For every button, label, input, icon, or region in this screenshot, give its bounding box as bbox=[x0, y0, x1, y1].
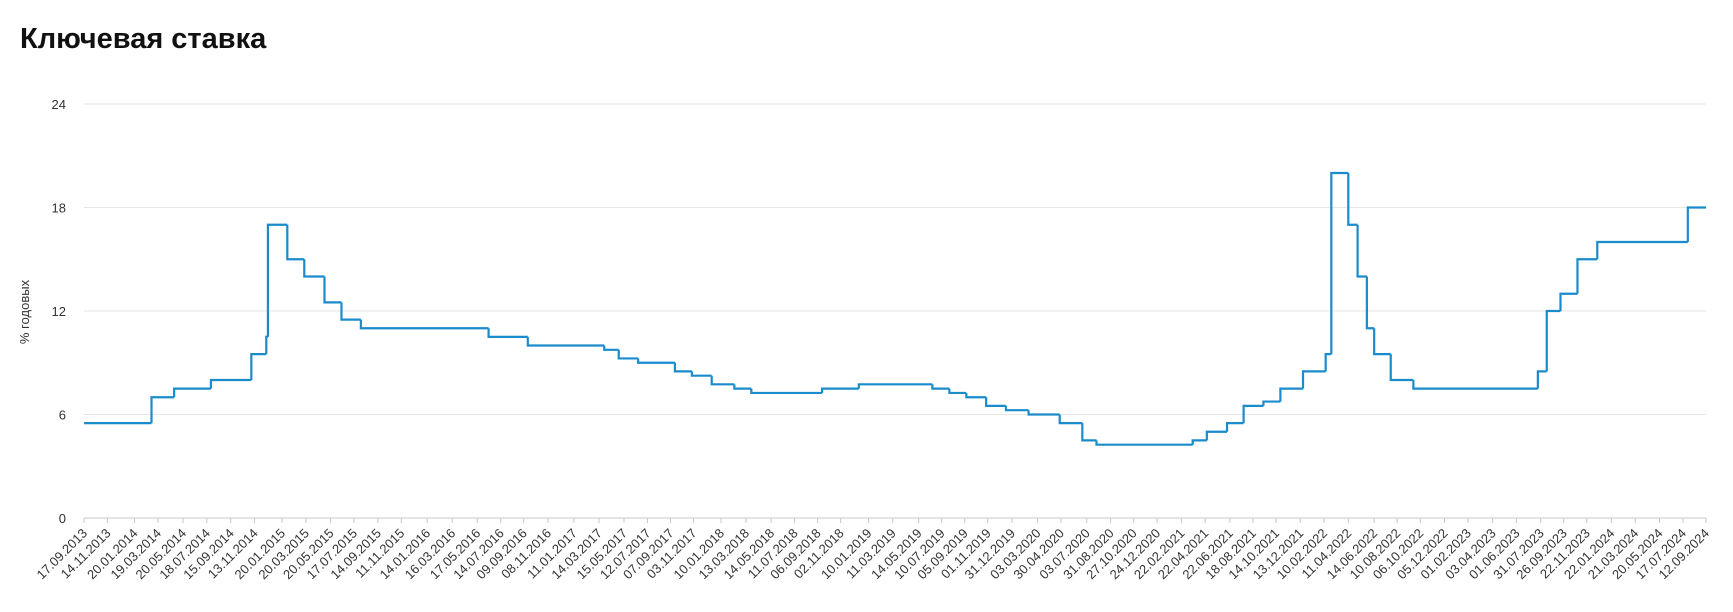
rate-step bbox=[1027, 410, 1060, 416]
rate-step bbox=[1058, 414, 1083, 425]
rate-step bbox=[359, 319, 489, 330]
rate-step bbox=[1347, 173, 1358, 226]
y-tick-label: 0 bbox=[59, 511, 66, 526]
rate-step bbox=[1596, 240, 1688, 260]
rate-step bbox=[985, 397, 1006, 407]
rate-step bbox=[1004, 405, 1029, 412]
rate-step bbox=[526, 336, 605, 347]
y-tick-label: 18 bbox=[52, 201, 66, 216]
rate-step bbox=[948, 388, 967, 395]
rate-step bbox=[1262, 400, 1281, 406]
rate-step bbox=[1301, 370, 1326, 389]
rate-step bbox=[266, 223, 288, 337]
rate-step bbox=[1279, 387, 1304, 402]
rate-step bbox=[690, 371, 712, 377]
rate-step bbox=[1536, 370, 1547, 389]
rate-step bbox=[1330, 171, 1349, 355]
rate-step bbox=[710, 375, 735, 386]
rate-step bbox=[173, 387, 211, 398]
rate-step bbox=[1324, 353, 1332, 372]
rate-step bbox=[265, 335, 268, 355]
rate-step bbox=[1412, 380, 1538, 390]
rate-step bbox=[487, 328, 528, 338]
y-tick-label: 24 bbox=[52, 97, 66, 112]
rate-step bbox=[1205, 430, 1228, 441]
rate-step bbox=[340, 302, 361, 321]
y-tick-label: 12 bbox=[52, 304, 66, 319]
rate-step bbox=[323, 276, 342, 304]
rate-step bbox=[1356, 224, 1367, 278]
rate-step bbox=[1081, 423, 1097, 442]
rate-step bbox=[820, 387, 859, 393]
rate-step bbox=[931, 384, 950, 390]
rate-step bbox=[1365, 276, 1375, 330]
rate-step bbox=[303, 259, 325, 278]
rate-step bbox=[286, 224, 305, 261]
y-axis-label: % годовых bbox=[17, 279, 32, 344]
rate-step bbox=[673, 362, 692, 373]
rate-step bbox=[1545, 309, 1561, 372]
rate-step bbox=[733, 384, 752, 390]
rate-step bbox=[1242, 404, 1264, 424]
rate-step bbox=[1559, 292, 1578, 311]
y-tick-label: 6 bbox=[59, 408, 66, 423]
rate-step bbox=[1373, 328, 1391, 356]
rate-step bbox=[1225, 422, 1244, 432]
rate-step bbox=[250, 353, 267, 380]
rate-step bbox=[857, 383, 933, 389]
rate-step bbox=[750, 388, 823, 395]
rate-step bbox=[617, 349, 639, 360]
chart-title: Ключевая ставка bbox=[20, 23, 267, 55]
rate-step bbox=[150, 396, 175, 424]
rate-step bbox=[1389, 354, 1414, 382]
rate-step bbox=[1095, 440, 1193, 446]
rate-step bbox=[1686, 206, 1706, 242]
rate-step bbox=[603, 345, 619, 351]
rate-step bbox=[209, 378, 252, 389]
rate-step bbox=[637, 358, 675, 364]
rate-step bbox=[1191, 439, 1207, 445]
rate-step bbox=[1576, 258, 1598, 294]
rate-step bbox=[965, 392, 987, 399]
